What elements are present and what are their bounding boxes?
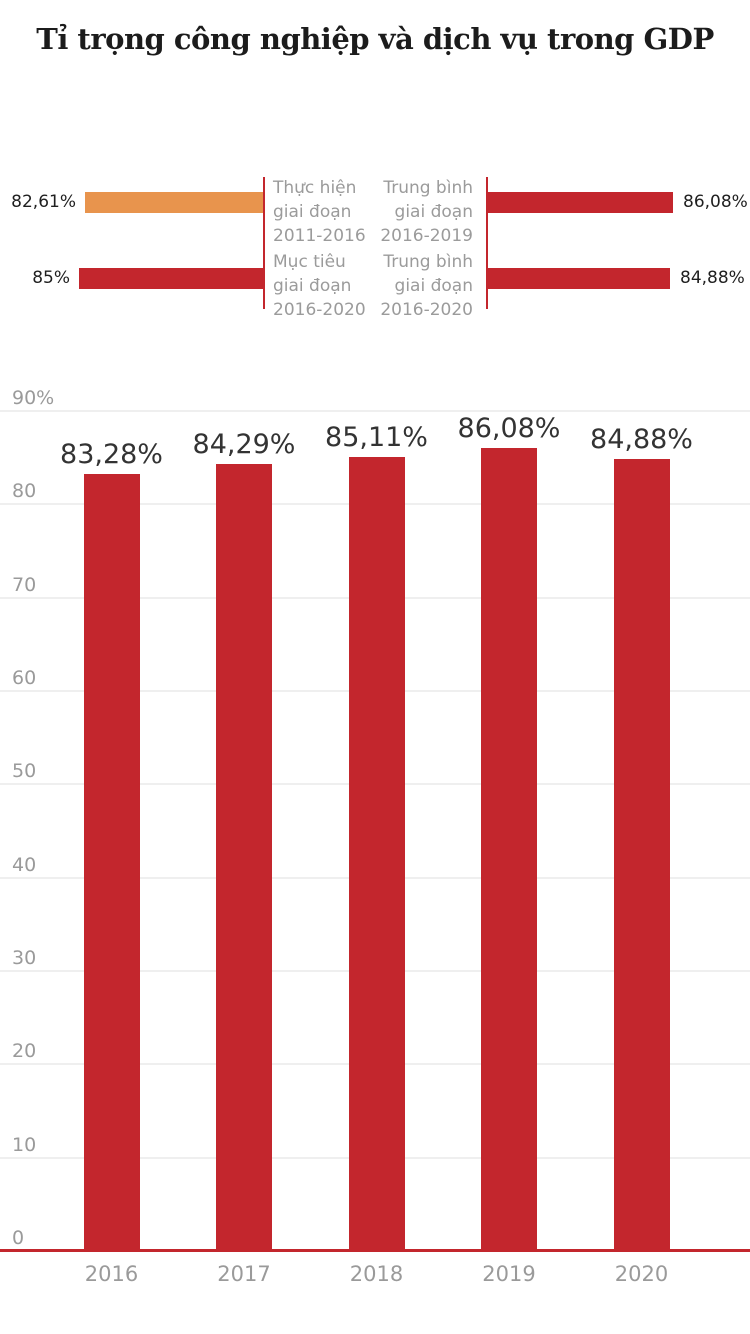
y-axis-tick-label: 70 bbox=[12, 573, 37, 596]
legend-label-muc-tieu: Mục tiêu giai đoạn 2016-2020 bbox=[273, 252, 366, 320]
y-axis-tick-label: 40 bbox=[12, 853, 37, 876]
summary-value-label: 86,08% bbox=[683, 192, 748, 212]
y-axis-tick-label: 10 bbox=[12, 1133, 37, 1156]
summary-bar-red bbox=[79, 268, 263, 289]
legend-label-trung-binh-2020: Trung bình giai đoạn 2016-2020 bbox=[380, 252, 473, 320]
bar-value-label: 83,28% bbox=[60, 439, 163, 470]
legend-label-thuc-hien: Thực hiện giai đoạn 2011-2016 bbox=[273, 178, 366, 246]
y-axis-tick-label: 0 bbox=[12, 1227, 25, 1249]
bar-value-label: 84,29% bbox=[192, 429, 296, 460]
summary-right-axis-line bbox=[486, 177, 488, 309]
x-axis-label-2019: 2019 bbox=[482, 1262, 536, 1286]
bar-value-label: 85,11% bbox=[325, 422, 428, 453]
y-axis-tick-label: 20 bbox=[12, 1040, 37, 1063]
bar-2019 bbox=[481, 448, 537, 1251]
x-axis-label-2018: 2018 bbox=[349, 1262, 404, 1286]
x-axis-label-2020: 2020 bbox=[614, 1262, 669, 1286]
bar-2020 bbox=[613, 459, 670, 1251]
summary-value-label: 82,61% bbox=[11, 192, 76, 212]
bar-value-label: 84,88% bbox=[590, 424, 693, 455]
bar-2018 bbox=[348, 457, 405, 1251]
x-axis-line bbox=[0, 1249, 750, 1252]
summary-value-label: 84,88% bbox=[680, 268, 745, 288]
y-axis-tick-label: 50 bbox=[12, 760, 37, 783]
x-axis-label-2017: 2017 bbox=[217, 1262, 271, 1286]
summary-bar-red bbox=[487, 192, 673, 213]
summary-value-label: 85% bbox=[32, 268, 70, 288]
bar-2016 bbox=[83, 474, 140, 1251]
x-axis-label-2016: 2016 bbox=[84, 1262, 139, 1286]
y-axis-tick-label: 30 bbox=[12, 947, 37, 969]
summary-bar-orange bbox=[85, 192, 263, 213]
bar-value-label: 86,08% bbox=[457, 413, 561, 444]
y-axis-tick-label: 90% bbox=[12, 387, 55, 409]
summary-bar-red bbox=[487, 268, 670, 289]
y-axis-tick-label: 80 bbox=[12, 480, 37, 503]
y-axis-tick-label: 60 bbox=[12, 667, 37, 689]
gridline bbox=[0, 410, 750, 412]
summary-left-axis-line bbox=[263, 177, 265, 309]
legend-label-trung-binh-2019: Trung bình giai đoạn 2016-2019 bbox=[380, 178, 473, 246]
page-title: Tỉ trọng công nghiệp và dịch vụ trong GD… bbox=[36, 22, 714, 56]
bar-2017 bbox=[216, 464, 272, 1251]
